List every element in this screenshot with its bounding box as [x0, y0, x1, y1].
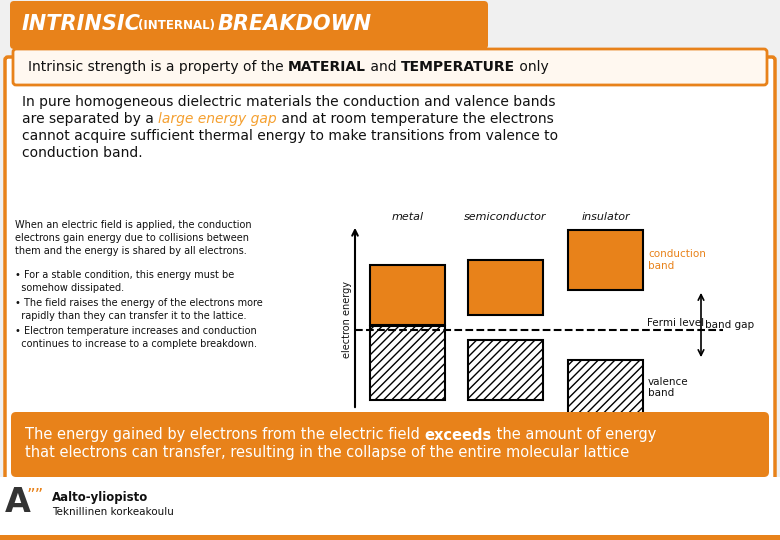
Text: metal: metal — [392, 212, 424, 222]
Text: exceeds: exceeds — [424, 428, 491, 442]
Bar — [370, 265, 445, 325]
Bar — [568, 360, 643, 415]
Text: • Electron temperature increases and conduction
  continues to increase to a com: • Electron temperature increases and con… — [15, 326, 257, 349]
Text: The energy gained by electrons from the electric field: The energy gained by electrons from the … — [25, 428, 424, 442]
Text: conduction
band: conduction band — [648, 249, 706, 271]
Text: valence
band: valence band — [648, 377, 689, 399]
Text: Teknillinen korkeakoulu: Teknillinen korkeakoulu — [52, 507, 174, 517]
FancyBboxPatch shape — [10, 1, 488, 49]
FancyBboxPatch shape — [11, 412, 769, 477]
Bar — [568, 230, 643, 290]
Text: • For a stable condition, this energy must be
  somehow dissipated.: • For a stable condition, this energy mu… — [15, 270, 234, 293]
Text: are separated by a: are separated by a — [22, 112, 158, 126]
FancyBboxPatch shape — [5, 57, 775, 481]
Text: ””: ”” — [27, 487, 44, 505]
Text: semiconductor: semiconductor — [464, 212, 547, 222]
Text: cannot acquire sufficient thermal energy to make transitions from valence to: cannot acquire sufficient thermal energy… — [22, 129, 558, 143]
Bar — [0, 477, 780, 540]
Text: Aalto-yliopisto: Aalto-yliopisto — [52, 491, 148, 504]
Text: Fermi level: Fermi level — [647, 318, 704, 328]
Text: only: only — [515, 60, 549, 74]
Text: band gap: band gap — [705, 320, 754, 330]
Text: MATERIAL: MATERIAL — [288, 60, 366, 74]
Text: the amount of energy: the amount of energy — [491, 428, 656, 442]
Bar — [0, 535, 780, 540]
Text: exceeds: exceeds — [424, 428, 491, 442]
Text: BREAKDOWN: BREAKDOWN — [218, 14, 372, 34]
Text: Intrinsic strength is a property of the: Intrinsic strength is a property of the — [28, 60, 288, 74]
Bar — [468, 260, 543, 315]
Text: A: A — [5, 485, 31, 518]
Text: (INTERNAL): (INTERNAL) — [138, 19, 215, 32]
Text: conduction band.: conduction band. — [22, 146, 143, 160]
Bar — [370, 326, 445, 400]
Text: are separated by a: are separated by a — [22, 112, 158, 126]
Text: • The field raises the energy of the electrons more
  rapidly than they can tran: • The field raises the energy of the ele… — [15, 298, 263, 321]
Text: that electrons can transfer, resulting in the collapse of the entire molecular l: that electrons can transfer, resulting i… — [25, 446, 629, 461]
Text: and at room temperature the electrons: and at room temperature the electrons — [277, 112, 554, 126]
Text: TEMPERATURE: TEMPERATURE — [401, 60, 515, 74]
Text: In pure homogeneous dielectric materials the conduction and valence bands: In pure homogeneous dielectric materials… — [22, 95, 555, 109]
Text: The energy gained by electrons from the electric field: The energy gained by electrons from the … — [25, 428, 424, 442]
Text: large energy gap: large energy gap — [158, 112, 277, 126]
Text: INTRINSIC: INTRINSIC — [22, 14, 141, 34]
Text: When an electric field is applied, the conduction
electrons gain energy due to c: When an electric field is applied, the c… — [15, 220, 252, 256]
Text: large energy gap: large energy gap — [158, 112, 277, 126]
Text: electron energy: electron energy — [342, 281, 352, 359]
Bar — [468, 340, 543, 400]
Text: and: and — [366, 60, 401, 74]
FancyBboxPatch shape — [13, 49, 767, 85]
Text: insulator: insulator — [581, 212, 629, 222]
